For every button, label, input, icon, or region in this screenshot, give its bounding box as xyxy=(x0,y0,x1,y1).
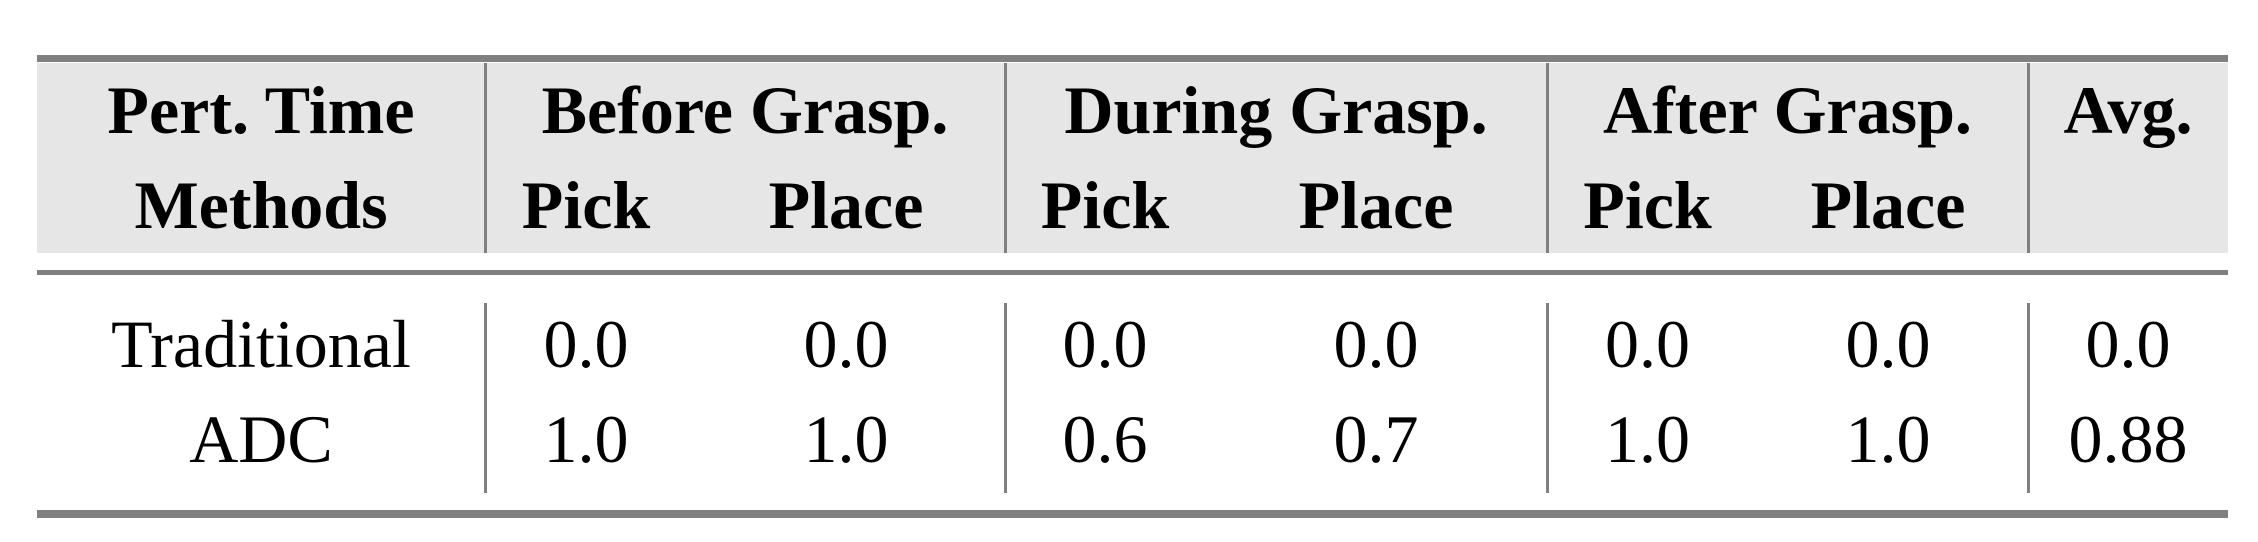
column-divider xyxy=(1546,303,1549,493)
header-group-cell: During Grasp. xyxy=(1064,72,1488,148)
value-cell: 0.0 xyxy=(1333,306,1419,382)
value-cell: 0.0 xyxy=(1605,306,1690,382)
column-divider xyxy=(484,63,487,253)
value-cell: 1.0 xyxy=(1845,401,1931,477)
value-cell: 0.7 xyxy=(1333,401,1419,477)
value-cell: 0.0 xyxy=(2085,306,2171,382)
column-divider xyxy=(2027,303,2030,493)
column-divider xyxy=(2027,63,2030,253)
top-rule xyxy=(37,55,2228,62)
value-cell: 0.6 xyxy=(1062,401,1148,477)
header-sub-cell: Methods xyxy=(134,167,388,243)
header-sub-cell: Place xyxy=(1810,167,1966,243)
header-background xyxy=(37,63,2228,253)
value-cell: 1.0 xyxy=(1605,401,1690,477)
column-divider xyxy=(1546,63,1549,253)
header-group-cell: Pert. Time xyxy=(107,72,415,148)
value-cell: 0.0 xyxy=(803,306,889,382)
header-sub-cell: Pick xyxy=(521,167,651,243)
method-cell: Traditional xyxy=(111,306,411,382)
value-cell: 0.0 xyxy=(543,306,629,382)
method-cell: ADC xyxy=(189,401,333,477)
value-cell: 0.0 xyxy=(1062,306,1148,382)
column-divider xyxy=(1004,63,1007,253)
header-sub-cell: Place xyxy=(768,167,924,243)
header-sub-cell: Pick xyxy=(1583,167,1712,243)
value-cell: 1.0 xyxy=(803,401,889,477)
bottom-rule xyxy=(37,510,2228,518)
header-group-cell: Before Grasp. xyxy=(541,72,949,148)
mid-rule xyxy=(37,270,2228,275)
value-cell: 0.0 xyxy=(1845,306,1931,382)
column-divider xyxy=(1004,303,1007,493)
header-group-cell: After Grasp. xyxy=(1603,72,1972,148)
column-divider xyxy=(484,303,487,493)
header-sub-cell: Pick xyxy=(1040,167,1170,243)
header-group-cell: Avg. xyxy=(2063,72,2193,148)
header-sub-cell: Place xyxy=(1298,167,1454,243)
value-cell: 1.0 xyxy=(543,401,629,477)
value-cell: 0.88 xyxy=(2068,401,2188,477)
header-sub-cell xyxy=(2028,158,2228,253)
